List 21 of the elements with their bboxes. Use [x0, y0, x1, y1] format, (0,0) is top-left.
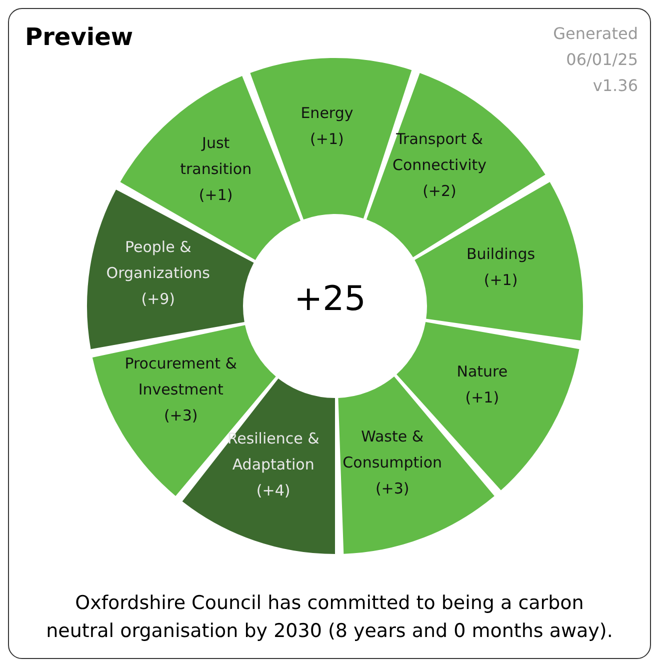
- text: Oxfordshire Council has committed to being a carbon neutral organisation by 2030 (8 years and 0 months away).: [45, 591, 614, 644]
- category-label: Transport & Connectivity: [392, 130, 487, 174]
- data-label: (+1): [484, 270, 518, 289]
- category-label: Nature: [456, 362, 508, 380]
- data-label: (+1): [310, 130, 344, 148]
- data-label: (+9): [141, 290, 176, 308]
- data-label: (+3): [375, 480, 410, 498]
- category-label: Waste & Consumption: [342, 428, 442, 472]
- category-label: Energy: [300, 104, 354, 122]
- category-label: Buildings: [466, 244, 536, 263]
- data-label: (+3): [164, 406, 198, 425]
- category-label: People & Organizations: [106, 238, 210, 282]
- category-label: Just transition: [180, 134, 252, 178]
- text: Preview: [25, 23, 134, 51]
- data-label: (+1): [198, 186, 233, 204]
- text: Generated 06/01/25 v1.36: [552, 23, 638, 97]
- data-label: (+1): [465, 388, 500, 406]
- text: +25: [294, 279, 366, 319]
- data-label: (+4): [256, 482, 290, 500]
- category-label: Procurement & Investment: [124, 354, 238, 399]
- data-label: (+2): [422, 182, 456, 200]
